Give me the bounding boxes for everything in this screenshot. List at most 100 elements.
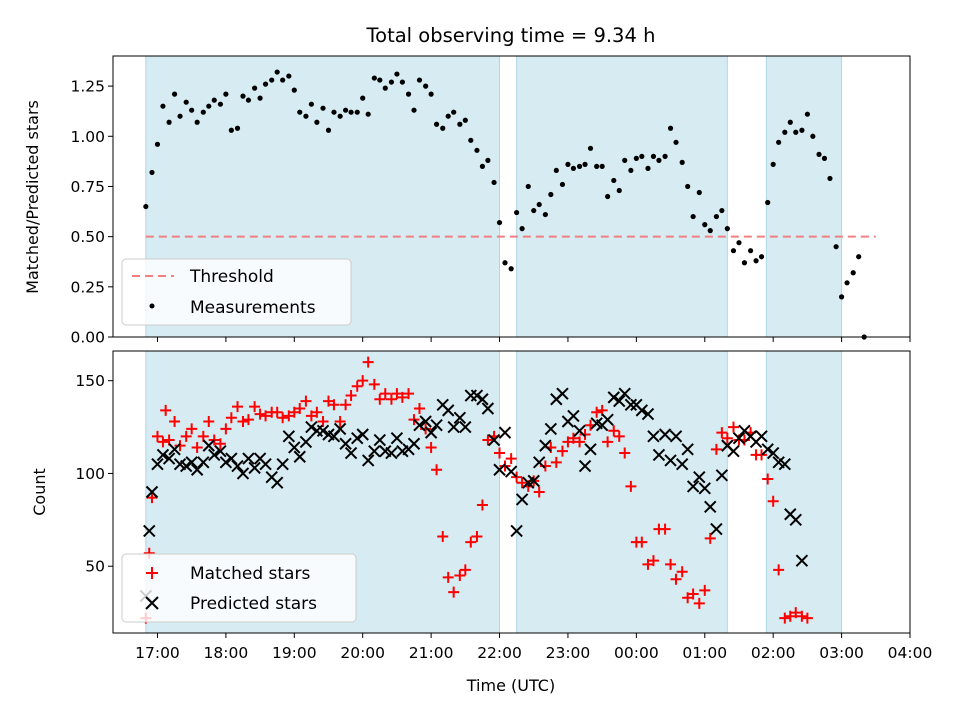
matched-star-point	[345, 390, 357, 402]
predicted-star-point	[532, 456, 546, 469]
predicted-star-point	[527, 474, 540, 488]
legend-threshold-label: Threshold	[189, 267, 274, 287]
matched-star-point	[357, 375, 369, 387]
matched-star-point	[300, 395, 312, 407]
measurement-point	[262, 81, 269, 87]
predicted-star-point	[761, 443, 774, 456]
measurement-point	[502, 260, 508, 266]
shaded-interval-1	[516, 350, 728, 634]
predicted-star-point	[162, 452, 176, 465]
measurement-point	[423, 83, 429, 89]
predicted-star-point	[242, 452, 255, 465]
count-panel: 50 100 150 17:00 18:00 19:00 20:00 21:00 22:00 2…	[30, 350, 933, 695]
matched-star-point	[277, 412, 289, 424]
predicted-star-point	[504, 465, 518, 478]
matched-star-point	[574, 436, 586, 448]
measurement-point	[645, 165, 651, 171]
y-tick-label: 0.50	[70, 228, 105, 246]
predicted-star-point	[197, 456, 210, 469]
measurement-point	[217, 101, 224, 107]
x-tick-label: 02:00	[751, 644, 796, 662]
measurement-point	[445, 113, 451, 119]
measurement-point	[542, 211, 548, 218]
measurement-point	[565, 161, 571, 167]
matched-star-point	[237, 416, 249, 427]
matched-star-point	[801, 612, 813, 624]
predicted-star-point	[755, 430, 768, 443]
predicted-star-point	[413, 419, 426, 432]
measurement-point	[748, 248, 754, 254]
predicted-star-point	[789, 513, 802, 527]
predicted-star-point	[368, 444, 381, 458]
predicted-star-point	[493, 463, 506, 476]
matched-star-point	[214, 438, 226, 450]
predicted-star-point	[487, 433, 501, 447]
matched-star-point	[756, 449, 768, 461]
measurement-point	[382, 85, 388, 91]
x-tick-label: 03:00	[819, 644, 864, 662]
matched-star-point	[169, 416, 181, 427]
legend-predicted-swatch	[145, 596, 159, 610]
matched-star-point	[157, 436, 169, 448]
measurements-points	[143, 69, 867, 340]
measurement-point	[639, 153, 645, 159]
matched-star-point	[647, 555, 659, 567]
measurement-point	[531, 207, 537, 214]
matched-star-point	[465, 536, 477, 548]
measurement-point	[291, 87, 297, 93]
predicted-star-point	[732, 431, 746, 445]
predicted-star-point	[459, 420, 472, 434]
measurement-point	[838, 294, 845, 300]
predicted-star-point	[624, 398, 638, 412]
matched-star-point	[368, 378, 380, 390]
predicted-star-point	[693, 470, 706, 484]
measurement-point	[166, 119, 172, 125]
x-tick-label: 21:00	[409, 644, 454, 662]
measurement-point	[656, 157, 662, 163]
predicted-star-point	[344, 446, 358, 460]
predicted-star-point	[601, 413, 614, 426]
matched-star-point	[516, 477, 528, 489]
predicted-star-point	[151, 457, 164, 471]
matched-star-point	[242, 414, 254, 426]
predicted-star-point	[573, 424, 586, 437]
measurement-point	[553, 167, 559, 174]
x-tick-label: 22:00	[477, 644, 522, 662]
legend-predicted-label: Predicted stars	[190, 594, 317, 614]
predicted-star-point	[316, 424, 330, 437]
measurement-point	[485, 157, 491, 163]
measurement-point	[633, 155, 639, 161]
x-tick-label: 04:00	[888, 644, 933, 662]
plot-frame-bottom	[112, 350, 911, 634]
predicted-star-point	[156, 448, 170, 462]
y-tick-label: 0.25	[70, 278, 105, 296]
measurement-point	[343, 107, 349, 113]
predicted-star-point	[208, 448, 221, 462]
measurement-point	[662, 153, 668, 159]
predicted-star-point	[179, 459, 193, 473]
predicted-star-point	[202, 439, 215, 452]
matched-star-point	[249, 401, 261, 413]
matched-star-point	[317, 416, 329, 427]
shaded-intervals-top	[145, 55, 843, 338]
matched-star-point	[704, 532, 716, 544]
y-ticks-bottom: 50 100 150	[75, 372, 113, 576]
measurement-point	[433, 121, 440, 127]
predicted-star-point	[544, 422, 558, 436]
legend-measurements-label: Measurements	[190, 298, 316, 318]
predicted-star-point	[351, 431, 364, 445]
x-tick-label: 18:00	[204, 644, 249, 662]
matched-star-point	[408, 414, 420, 426]
measurement-point	[605, 193, 611, 200]
measurement-point	[240, 93, 246, 99]
measurement-point	[428, 91, 434, 97]
predicted-stars-points	[139, 387, 809, 603]
measurement-point	[451, 109, 457, 115]
x-tick-label: 20:00	[340, 644, 385, 662]
matched-star-point	[374, 393, 386, 405]
matched-star-point	[796, 610, 808, 622]
predicted-star-point	[658, 428, 672, 441]
matched-star-point	[180, 430, 192, 442]
measurement-point	[491, 179, 497, 186]
predicted-star-point	[704, 500, 717, 514]
